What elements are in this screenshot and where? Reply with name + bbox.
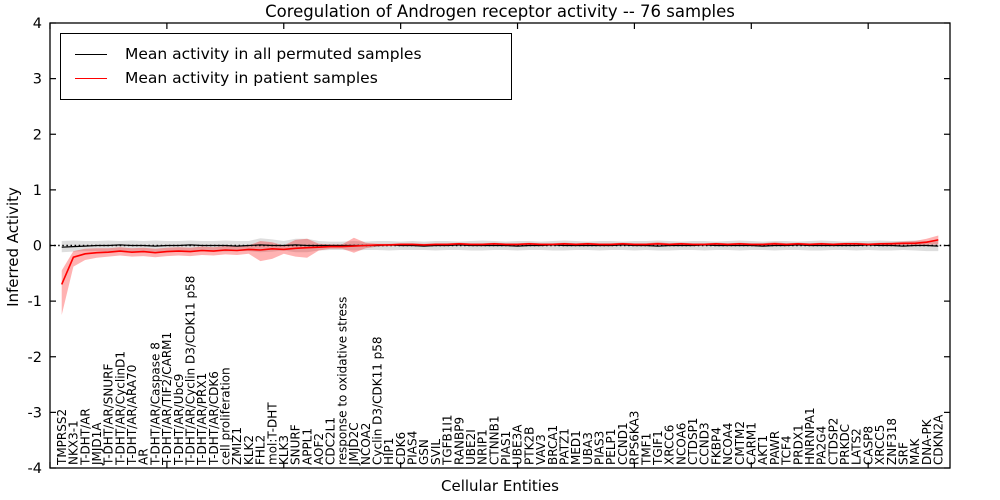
x-category-label: AOF2 xyxy=(312,433,326,465)
x-category-label: CARM1 xyxy=(745,422,759,465)
y-tick-label: -4 xyxy=(28,461,42,477)
x-category-label: T-DHT/AR/SNURF xyxy=(102,364,116,467)
x-category-label: TMPRSS2 xyxy=(55,409,69,466)
x-category-label: SNURF xyxy=(289,424,303,465)
x-category-label: response to oxidative stress xyxy=(335,297,349,465)
x-category-label: FHL2 xyxy=(254,435,268,465)
x-category-label: NCOA2 xyxy=(359,423,373,465)
x-category-label: RANBP9 xyxy=(452,417,466,465)
x-category-label: TMF1 xyxy=(639,433,653,466)
x-category-label: T-DHT/AR/CDK6 xyxy=(207,371,221,466)
x-category-label: CMTM2 xyxy=(733,421,747,465)
x-category-label: PIAS1 xyxy=(499,431,513,465)
x-category-label: NRIP1 xyxy=(476,429,490,465)
x-category-label: ZNF318 xyxy=(885,418,899,465)
x-category-label: CCND1 xyxy=(616,422,630,465)
x-category-label: UBA3 xyxy=(581,432,595,465)
chart-title: Coregulation of Androgen receptor activi… xyxy=(265,2,735,21)
x-category-label: PA2G4 xyxy=(815,426,829,465)
x-category-label: PATZ1 xyxy=(558,428,572,465)
x-category-label: CTNNB1 xyxy=(487,415,501,465)
x-category-label: HNRNPA1 xyxy=(803,407,817,465)
legend-label-permuted: Mean activity in all permuted samples xyxy=(125,44,422,63)
x-category-label: CTDSP2 xyxy=(826,418,840,465)
x-category-label: PIAS4 xyxy=(406,431,420,465)
x-category-label: JMJD1A xyxy=(90,422,104,466)
x-category-label: AKT1 xyxy=(756,435,770,465)
x-category-label: PRDX1 xyxy=(791,424,805,465)
x-category-label: cell proliferation xyxy=(219,367,233,465)
x-category-label: T-DHT/AR/PRX1 xyxy=(195,373,209,466)
x-category-label: ZMIZ1 xyxy=(230,427,244,465)
x-category-label: T-DHT/AR xyxy=(78,408,92,466)
x-category-label: FKBP4 xyxy=(709,427,723,465)
x-category-label: UBE3A xyxy=(511,424,525,465)
legend-row-patient: Mean activity in patient samples xyxy=(73,69,499,87)
patient-mean-line xyxy=(60,239,939,285)
x-category-label: T-DHT/AR/ARA70 xyxy=(125,365,139,466)
x-category-label: CDC2L1 xyxy=(324,417,338,465)
x-category-label: LATS2 xyxy=(850,428,864,465)
x-category-label: CTDSP1 xyxy=(686,418,700,465)
x-category-label: CCND3 xyxy=(698,422,712,465)
x-category-label: SRF xyxy=(896,442,910,465)
x-category-label: MAK xyxy=(908,437,922,465)
x-category-label: PELP1 xyxy=(604,429,618,465)
x-category-label: TCF4 xyxy=(780,435,794,466)
x-category-label: TGFB1I1 xyxy=(441,414,455,466)
legend-label-patient: Mean activity in patient samples xyxy=(125,69,378,87)
x-category-label: PRKDC xyxy=(838,424,852,465)
y-tick-label: 0 xyxy=(33,239,42,255)
y-tick-label: 2 xyxy=(33,127,42,143)
x-category-label: AR xyxy=(137,448,151,465)
x-category-label: T-DHT/AR/Cyclin D3/CDK11 p58 xyxy=(184,276,198,466)
x-category-label: T-DHT/AR/TIF2/CARM1 xyxy=(160,332,174,466)
x-category-label: T-DHT/AR/CyclinD1 xyxy=(113,351,127,466)
x-category-label: PAWR xyxy=(768,431,782,465)
x-category-label: NKX3-1 xyxy=(67,420,81,465)
x-category-label: KLK2 xyxy=(242,435,256,465)
x-category-label: T-DHT/AR/Caspase 8 xyxy=(148,342,162,466)
x-category-label: BRCA1 xyxy=(546,425,560,465)
x-category-label: Cyclin D3/CDK11 p58 xyxy=(371,336,385,465)
x-category-label: JMJD2C xyxy=(347,422,361,466)
x-category-label: MED1 xyxy=(569,430,583,465)
x-category-label: NCOA6 xyxy=(674,423,688,465)
x-category-label: APPL1 xyxy=(300,428,314,465)
x-category-label: VAV3 xyxy=(534,434,548,465)
x-category-label: CDK6 xyxy=(394,432,408,465)
x-category-label: mol:T-DHT xyxy=(265,402,279,465)
x-category-label: CDKN2A xyxy=(932,414,946,465)
permuted-mean-line xyxy=(61,244,939,248)
x-axis-title: Cellular Entities xyxy=(441,477,559,495)
x-category-label: SVIL xyxy=(429,439,443,465)
y-tick-label: -1 xyxy=(28,294,42,310)
y-tick-label: 1 xyxy=(33,183,42,199)
y-tick-label: 3 xyxy=(33,72,42,88)
y-tick-label: -2 xyxy=(28,350,42,366)
legend: Mean activity in all permuted samples Me… xyxy=(60,33,512,100)
x-category-label: RPS6KA3 xyxy=(628,411,642,465)
legend-row-permuted: Mean activity in all permuted samples xyxy=(73,44,499,63)
x-category-label: GSN xyxy=(417,439,431,465)
x-category-label: UBE2I xyxy=(464,429,478,465)
x-category-label: TGIF1 xyxy=(651,430,665,466)
x-category-label: XRCC5 xyxy=(873,425,887,465)
x-category-label: CASP8 xyxy=(861,426,875,465)
x-category-label: DNA-PK xyxy=(920,418,934,465)
x-category-label: NCOA4 xyxy=(721,423,735,465)
x-category-label: XRCC6 xyxy=(663,425,677,465)
permuted-line-swatch xyxy=(75,53,107,55)
y-axis-title: Inferred Activity xyxy=(4,187,22,307)
y-tick-label: -3 xyxy=(28,405,42,421)
x-category-label: T-DHT/AR/Ubc9 xyxy=(172,374,186,466)
y-tick-label: 4 xyxy=(33,16,42,32)
x-category-label: KLK3 xyxy=(277,435,291,465)
patient-line-swatch xyxy=(75,78,107,80)
x-category-label: PTK2B xyxy=(522,427,536,465)
x-category-label: PIAS3 xyxy=(593,431,607,465)
x-category-label: HIP1 xyxy=(382,438,396,465)
